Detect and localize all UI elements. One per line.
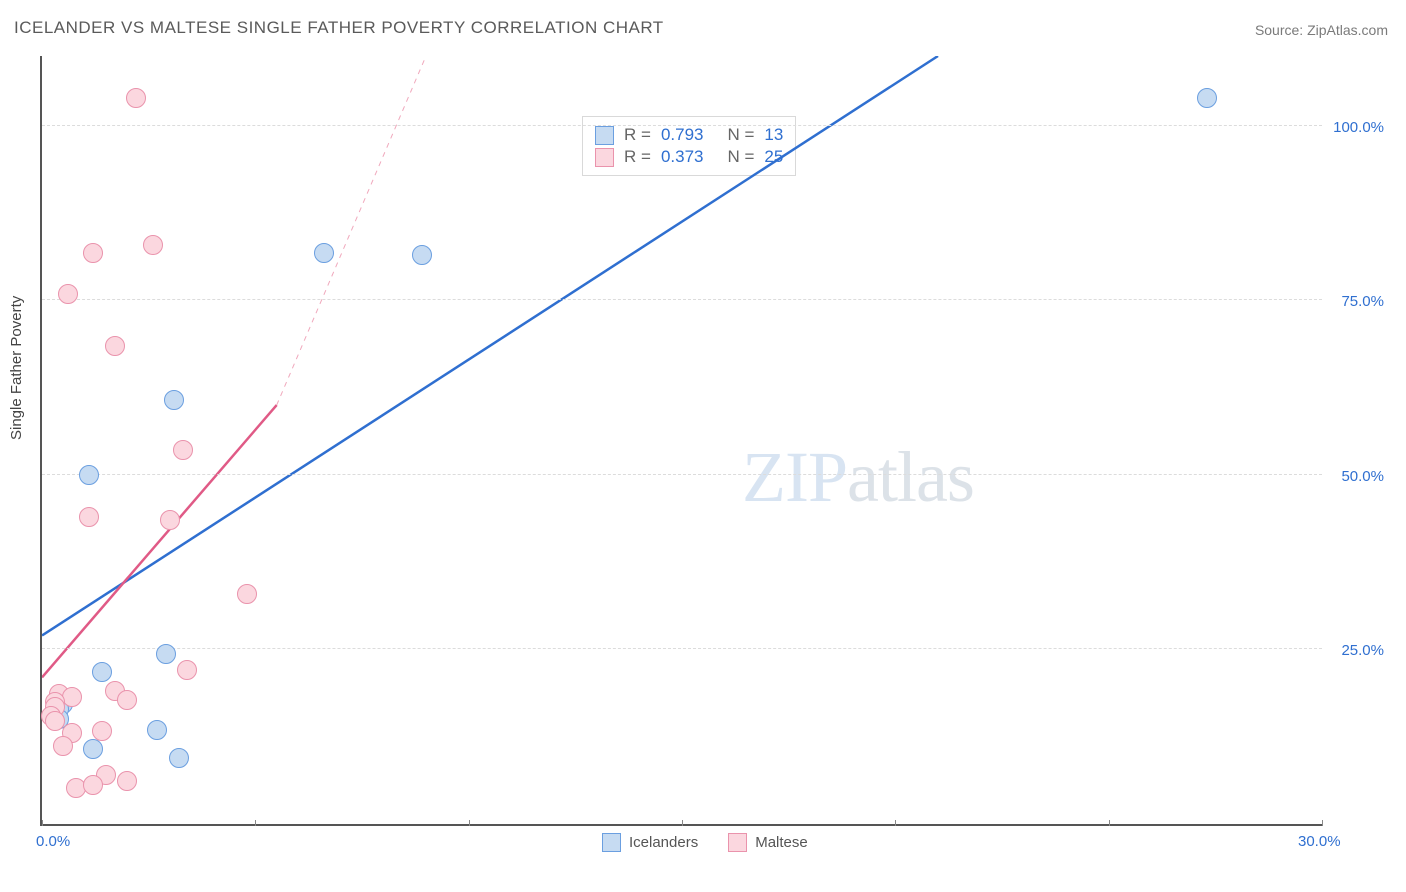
data-point [147,720,167,740]
plot-area: ZIPatlas R = 0.793N = 13R = 0.373N = 25 … [40,56,1322,826]
data-point [53,736,73,756]
stats-legend-row: R = 0.793N = 13 [595,125,783,145]
chart-title: ICELANDER VS MALTESE SINGLE FATHER POVER… [14,18,664,38]
stats-legend-row: R = 0.373N = 25 [595,147,783,167]
data-point [83,739,103,759]
data-point [160,510,180,530]
x-tick [895,820,896,826]
data-point [143,235,163,255]
data-point [126,88,146,108]
gridline [42,125,1322,126]
data-point [164,390,184,410]
y-axis-label: Single Father Poverty [8,296,25,440]
data-point [237,584,257,604]
series-legend: Icelanders Maltese [602,833,808,852]
legend-swatch-icon [602,833,621,852]
gridline [42,648,1322,649]
x-tick [255,820,256,826]
x-tick [1109,820,1110,826]
correlation-chart: ICELANDER VS MALTESE SINGLE FATHER POVER… [0,0,1406,892]
data-point [62,687,82,707]
x-tick [42,820,43,826]
data-point [412,245,432,265]
gridline [42,299,1322,300]
data-point [83,775,103,795]
data-point [117,771,137,791]
x-tick [469,820,470,826]
gridline [42,474,1322,475]
data-point [92,721,112,741]
x-tick-label: 0.0% [36,833,70,850]
data-point [177,660,197,680]
data-point [79,465,99,485]
data-point [117,690,137,710]
source-label: Source: ZipAtlas.com [1255,22,1388,38]
y-tick-label: 75.0% [1341,293,1384,310]
data-point [83,243,103,263]
data-point [92,662,112,682]
series-legend-item: Icelanders [602,833,698,852]
x-tick-label: 30.0% [1298,833,1341,850]
data-point [58,284,78,304]
series-legend-item: Maltese [728,833,808,852]
watermark: ZIPatlas [742,436,974,519]
data-point [314,243,334,263]
data-point [79,507,99,527]
y-tick-label: 100.0% [1333,119,1384,136]
legend-swatch-icon [728,833,747,852]
x-tick [1322,820,1323,826]
y-tick-label: 50.0% [1341,468,1384,485]
legend-swatch-icon [595,126,614,145]
legend-swatch-icon [595,148,614,167]
data-point [1197,88,1217,108]
data-point [169,748,189,768]
y-tick-label: 25.0% [1341,642,1384,659]
data-point [105,336,125,356]
data-point [173,440,193,460]
x-tick [682,820,683,826]
data-point [156,644,176,664]
data-point [45,711,65,731]
